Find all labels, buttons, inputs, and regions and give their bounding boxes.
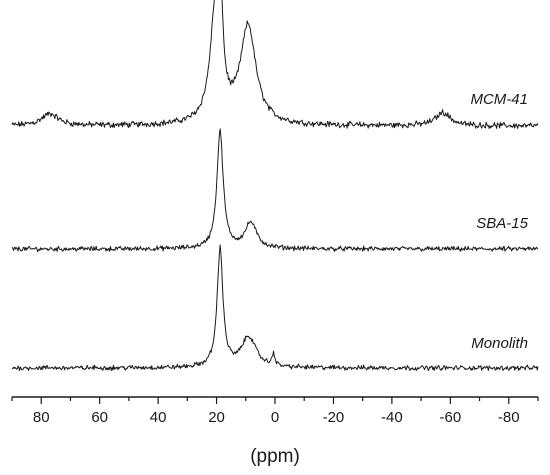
x-tick-label: -80 (498, 409, 520, 426)
series-label-monolith: Monolith (471, 335, 528, 352)
spectrum-line-mcm-41 (11, 0, 539, 129)
x-tick-label: 0 (271, 409, 279, 426)
x-tick-label: 20 (208, 409, 225, 426)
x-tick-label: -40 (381, 409, 403, 426)
x-tick-label: 80 (33, 409, 50, 426)
spectrum-line-monolith (11, 244, 539, 372)
series-label-sba-15: SBA-15 (476, 215, 528, 232)
x-tick-label: 40 (150, 409, 167, 426)
series-labels: MCM-41 SBA-15 Monolith (470, 91, 528, 352)
x-tick-label: -60 (439, 409, 461, 426)
x-axis: 80 60 40 20 0 -20 -40 -60 -80 (11, 396, 539, 426)
spectra-group (11, 0, 539, 372)
series-label-mcm-41: MCM-41 (470, 91, 528, 108)
x-axis-title: (ppm) (250, 446, 300, 467)
x-tick-label: 60 (91, 409, 108, 426)
x-tick-label: -20 (323, 409, 345, 426)
spectrum-line-sba-15 (11, 128, 539, 253)
